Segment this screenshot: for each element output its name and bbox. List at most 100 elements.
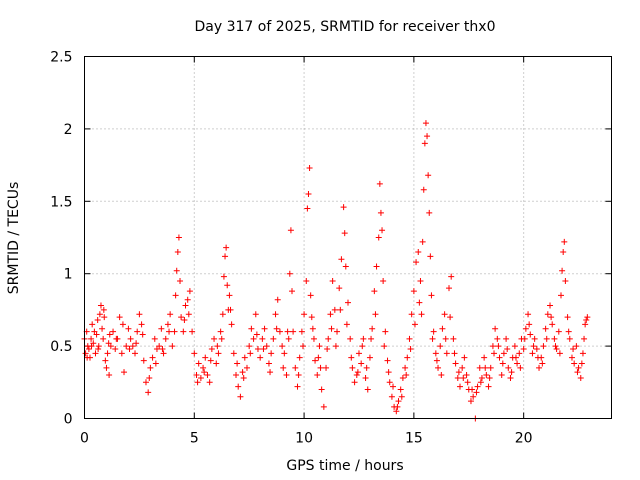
data-point	[584, 314, 591, 321]
data-point	[525, 311, 532, 318]
data-point	[320, 403, 327, 410]
data-point	[177, 277, 184, 284]
data-point	[110, 328, 117, 335]
data-point	[289, 288, 296, 295]
data-point	[272, 311, 279, 318]
data-point	[145, 389, 152, 396]
data-point	[309, 325, 316, 332]
data-point	[473, 389, 480, 396]
data-point	[270, 335, 277, 342]
data-point	[174, 248, 181, 255]
data-point	[373, 263, 380, 270]
data-point	[280, 364, 287, 371]
data-point	[178, 314, 185, 321]
data-point	[416, 299, 423, 306]
data-point	[390, 383, 397, 390]
data-point	[503, 335, 510, 342]
data-point	[213, 360, 220, 367]
data-point	[166, 328, 173, 335]
data-point	[250, 335, 257, 342]
data-point	[520, 345, 527, 352]
y-tick-label: 1	[64, 267, 73, 283]
data-point	[529, 350, 536, 357]
data-point	[420, 186, 427, 193]
data-point	[393, 408, 400, 415]
data-point	[101, 314, 108, 321]
data-point	[136, 311, 143, 318]
data-point	[298, 328, 305, 335]
data-point	[257, 354, 264, 361]
data-point	[254, 345, 261, 352]
data-point	[581, 335, 588, 342]
data-point	[481, 354, 488, 361]
data-point	[220, 273, 227, 280]
grid-lines	[84, 56, 612, 419]
data-point	[366, 354, 373, 361]
data-point	[516, 350, 523, 357]
data-point	[382, 328, 389, 335]
data-point	[325, 335, 332, 342]
data-point	[138, 321, 145, 328]
data-point	[451, 350, 458, 357]
data-point	[544, 311, 551, 318]
data-point	[460, 374, 467, 381]
data-point	[476, 364, 483, 371]
data-point	[360, 335, 367, 342]
data-point	[553, 345, 560, 352]
data-point	[103, 364, 110, 371]
data-point	[305, 191, 312, 198]
data-point	[397, 386, 404, 393]
data-point	[494, 335, 501, 342]
data-point	[248, 325, 255, 332]
data-point	[411, 321, 418, 328]
data-point	[233, 372, 240, 379]
data-point	[93, 331, 100, 338]
data-point	[169, 343, 176, 350]
data-point	[487, 364, 494, 371]
data-point	[171, 328, 178, 335]
data-point	[496, 354, 503, 361]
data-point	[347, 335, 354, 342]
data-point	[180, 328, 187, 335]
data-point	[542, 325, 549, 332]
data-point	[371, 288, 378, 295]
data-point	[172, 292, 179, 299]
data-point	[260, 345, 267, 352]
data-point	[369, 325, 376, 332]
data-point	[443, 350, 450, 357]
data-point	[560, 248, 567, 255]
data-point	[376, 180, 383, 187]
data-point	[158, 325, 165, 332]
data-point	[437, 343, 444, 350]
data-point	[267, 369, 274, 376]
data-point	[204, 372, 211, 379]
data-point	[403, 372, 410, 379]
data-point	[234, 360, 241, 367]
data-point	[507, 374, 514, 381]
data-point	[375, 234, 382, 241]
data-point	[119, 321, 126, 328]
data-point	[142, 379, 149, 386]
data-point	[384, 357, 391, 364]
data-point	[268, 350, 275, 357]
data-point	[491, 350, 498, 357]
data-point	[146, 374, 153, 381]
data-point	[202, 354, 209, 361]
data-point	[380, 277, 387, 284]
data-point	[207, 357, 214, 364]
data-point	[181, 317, 188, 324]
data-point	[100, 335, 107, 342]
data-point	[211, 335, 218, 342]
data-point	[102, 357, 109, 364]
data-point	[92, 350, 99, 357]
data-point	[499, 360, 506, 367]
x-axis-label: GPS time / hours	[286, 458, 403, 474]
data-point	[421, 140, 428, 147]
data-point	[417, 277, 424, 284]
data-point	[227, 306, 234, 313]
data-point	[452, 360, 459, 367]
data-points	[81, 120, 591, 422]
data-point	[574, 369, 581, 376]
data-point	[222, 253, 229, 260]
data-point	[438, 372, 445, 379]
